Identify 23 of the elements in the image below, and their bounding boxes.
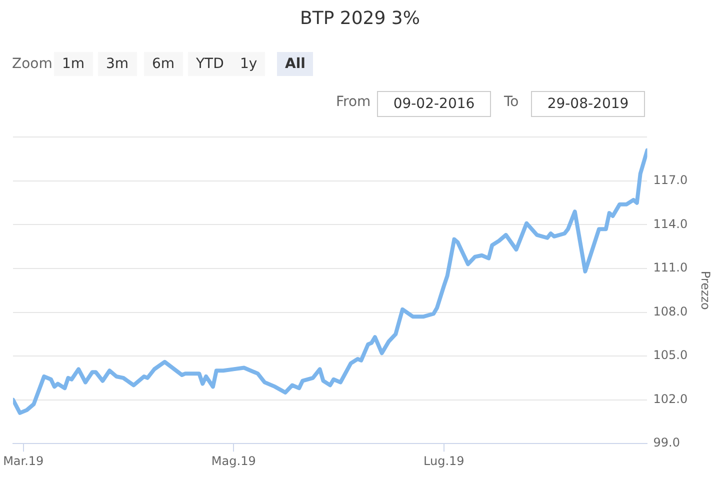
zoom-button: 6m xyxy=(144,52,183,76)
text: Zoom xyxy=(12,56,52,72)
x-tick-label: Mag.19 xyxy=(211,454,256,468)
zoom-button: 1m xyxy=(54,52,93,76)
chart-title: BTP 2029 3% xyxy=(298,8,421,29)
y-tick-label: 99.0 xyxy=(653,436,680,450)
y-tick-label: 108.0 xyxy=(653,304,688,318)
y-tick-label: 102.0 xyxy=(653,392,688,406)
y-axis-title: Prezzo xyxy=(698,270,713,310)
zoom-button: YTD xyxy=(188,52,232,76)
x-tick-label: Mar.19 xyxy=(3,454,44,468)
zoom-button: 3m xyxy=(98,52,137,76)
y-tick-label: 114.0 xyxy=(653,216,688,231)
zoom-button: 1y xyxy=(232,52,266,76)
x-tick-label: Lug.19 xyxy=(423,454,464,468)
y-tick-label: 117.0 xyxy=(653,173,688,188)
y-tick-label: 105.0 xyxy=(653,348,688,362)
date-field: 29-08-2019 xyxy=(531,91,645,117)
zoom-button: All xyxy=(277,52,314,76)
text: From xyxy=(336,94,371,110)
date-field: 09-02-2016 xyxy=(377,91,491,117)
y-tick-label: 111.0 xyxy=(653,260,688,275)
text: To xyxy=(504,94,519,110)
